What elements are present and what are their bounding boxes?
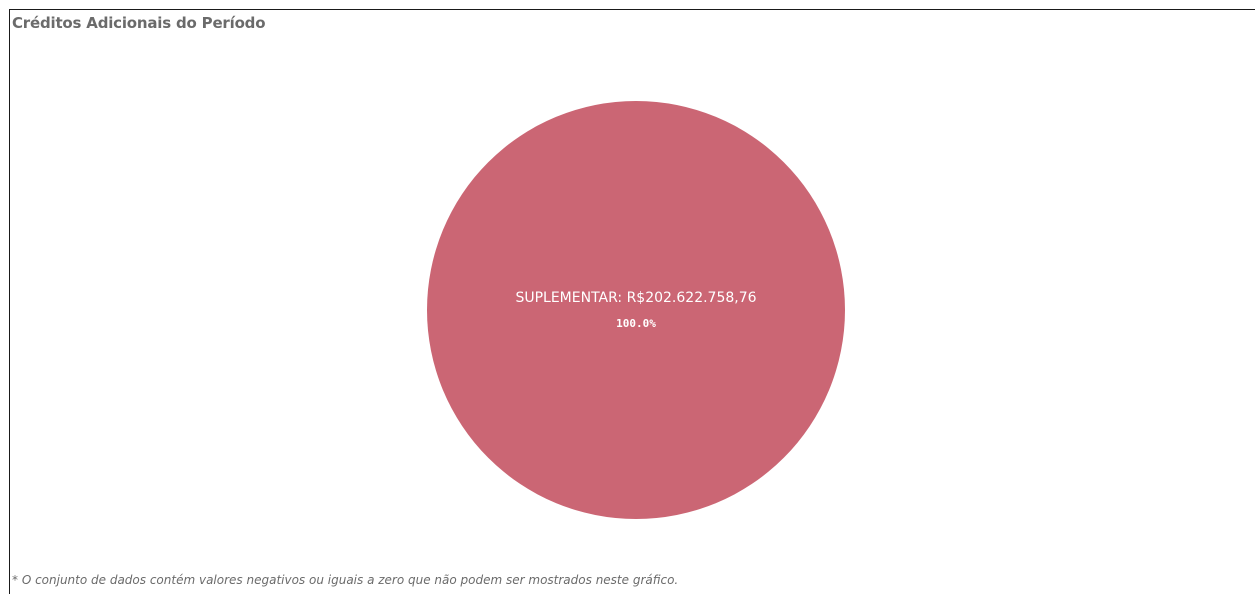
pie-slices [427,101,845,519]
chart-title: Créditos Adicionais do Período [12,14,266,32]
chart-footnote: * O conjunto de dados contém valores neg… [12,573,679,587]
slice-percent-label: 100.0% [616,317,656,330]
pie-labels: SUPLEMENTAR: R$202.622.758,76 100.0% [515,290,756,330]
pie-slice-suplementar[interactable] [427,101,845,519]
slice-value-label: SUPLEMENTAR: R$202.622.758,76 [515,290,756,306]
chart-frame [9,9,1255,594]
